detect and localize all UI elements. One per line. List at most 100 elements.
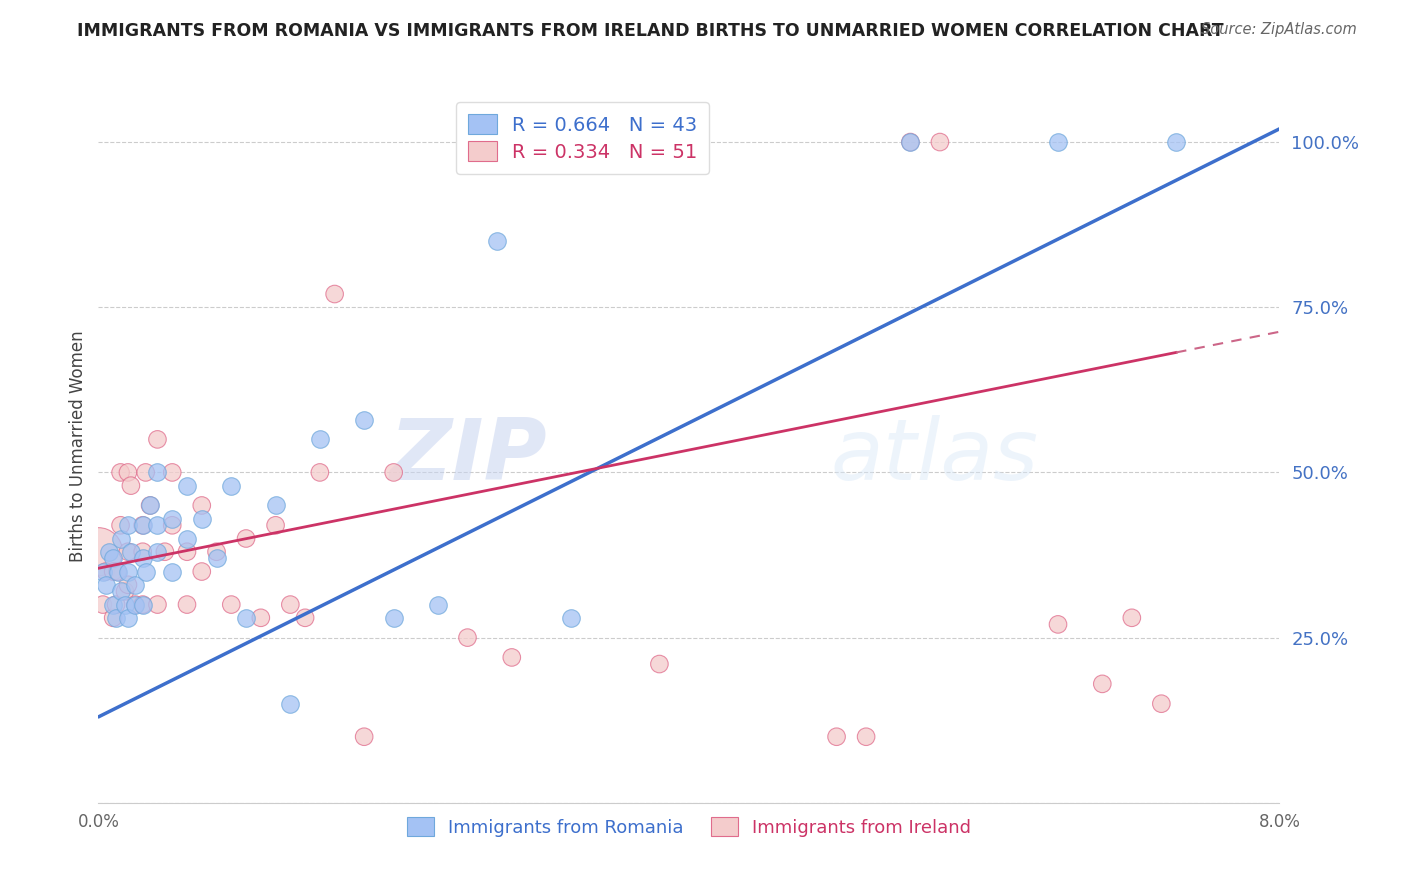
Point [103,565,125,579]
Point [382,466,405,480]
Point [1046,617,1070,632]
Point [132,518,155,533]
Point [162,565,183,579]
Point [648,657,671,671]
Point [162,466,183,480]
Point [191,511,214,525]
Point [353,412,375,426]
Point [110,466,132,480]
Point [280,598,302,612]
Point [117,518,139,533]
Point [105,611,128,625]
Text: ZIP: ZIP [389,415,547,499]
Point [176,478,198,492]
Point [117,545,139,559]
Point [501,650,523,665]
Point [235,532,257,546]
Point [91,598,114,612]
Point [117,466,139,480]
Point [176,598,198,612]
Point [103,598,125,612]
Text: atlas: atlas [831,415,1039,499]
Point [139,499,162,513]
Point [110,584,132,599]
Point [114,584,136,599]
Point [309,433,332,447]
Text: IMMIGRANTS FROM ROMANIA VS IMMIGRANTS FROM IRELAND BIRTHS TO UNMARRIED WOMEN COR: IMMIGRANTS FROM ROMANIA VS IMMIGRANTS FR… [77,22,1225,40]
Point [929,135,952,149]
Point [117,611,139,625]
Point [1121,611,1143,625]
Point [103,551,125,566]
Point [105,598,128,612]
Point [560,611,582,625]
Point [191,565,214,579]
Point [457,631,479,645]
Point [110,532,132,546]
Point [264,499,287,513]
Point [91,565,114,579]
Point [110,518,132,533]
Point [1150,697,1173,711]
Point [94,578,117,592]
Point [107,565,129,579]
Point [427,598,450,612]
Point [1091,677,1114,691]
Point [146,433,169,447]
Point [205,545,228,559]
Point [132,598,155,612]
Point [146,598,169,612]
Point [486,234,509,248]
Point [120,478,142,492]
Text: Source: ZipAtlas.com: Source: ZipAtlas.com [1201,22,1357,37]
Point [117,565,139,579]
Point [117,578,139,592]
Point [135,466,157,480]
Point [146,518,169,533]
Point [191,499,214,513]
Point [124,578,146,592]
Point [94,565,117,579]
Point [825,730,848,744]
Point [900,135,922,149]
Point [323,287,346,301]
Point [900,135,922,149]
Point [124,598,146,612]
Y-axis label: Births to Unmarried Women: Births to Unmarried Women [69,330,87,562]
Point [87,545,110,559]
Point [162,518,183,533]
Point [103,611,125,625]
Point [132,598,155,612]
Point [176,532,198,546]
Point [176,545,198,559]
Point [221,598,243,612]
Point [132,545,155,559]
Point [309,466,332,480]
Point [294,611,316,625]
Point [97,545,120,559]
Point [353,730,375,744]
Point [146,545,169,559]
Point [153,545,176,559]
Point [1166,135,1188,149]
Point [124,598,146,612]
Point [139,499,162,513]
Point [205,551,228,566]
Point [114,598,136,612]
Point [855,730,877,744]
Point [264,518,287,533]
Point [162,511,183,525]
Point [132,551,155,566]
Point [146,466,169,480]
Point [382,611,405,625]
Point [132,518,155,533]
Point [1046,135,1070,149]
Point [280,697,302,711]
Point [135,565,157,579]
Point [250,611,273,625]
Point [120,545,142,559]
Point [235,611,257,625]
Point [107,565,129,579]
Legend: Immigrants from Romania, Immigrants from Ireland: Immigrants from Romania, Immigrants from… [399,810,979,844]
Point [221,478,243,492]
